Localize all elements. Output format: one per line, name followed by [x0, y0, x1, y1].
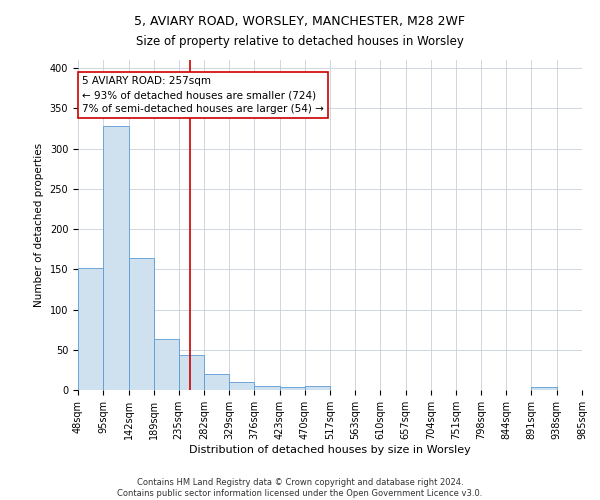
Text: Contains HM Land Registry data © Crown copyright and database right 2024.
Contai: Contains HM Land Registry data © Crown c… — [118, 478, 482, 498]
Text: 5 AVIARY ROAD: 257sqm
← 93% of detached houses are smaller (724)
7% of semi-deta: 5 AVIARY ROAD: 257sqm ← 93% of detached … — [82, 76, 323, 114]
Bar — [204, 374, 229, 390]
Bar — [532, 387, 557, 390]
Bar — [229, 382, 254, 390]
Bar — [280, 387, 305, 390]
Bar — [154, 340, 179, 390]
Bar — [103, 126, 128, 390]
Text: Size of property relative to detached houses in Worsley: Size of property relative to detached ho… — [136, 35, 464, 48]
Text: 5, AVIARY ROAD, WORSLEY, MANCHESTER, M28 2WF: 5, AVIARY ROAD, WORSLEY, MANCHESTER, M28… — [134, 15, 466, 28]
Bar — [128, 258, 154, 390]
Bar — [78, 268, 103, 390]
Bar — [305, 386, 330, 390]
Bar — [254, 386, 280, 390]
Y-axis label: Number of detached properties: Number of detached properties — [34, 143, 44, 307]
X-axis label: Distribution of detached houses by size in Worsley: Distribution of detached houses by size … — [189, 444, 471, 454]
Bar — [179, 356, 204, 390]
